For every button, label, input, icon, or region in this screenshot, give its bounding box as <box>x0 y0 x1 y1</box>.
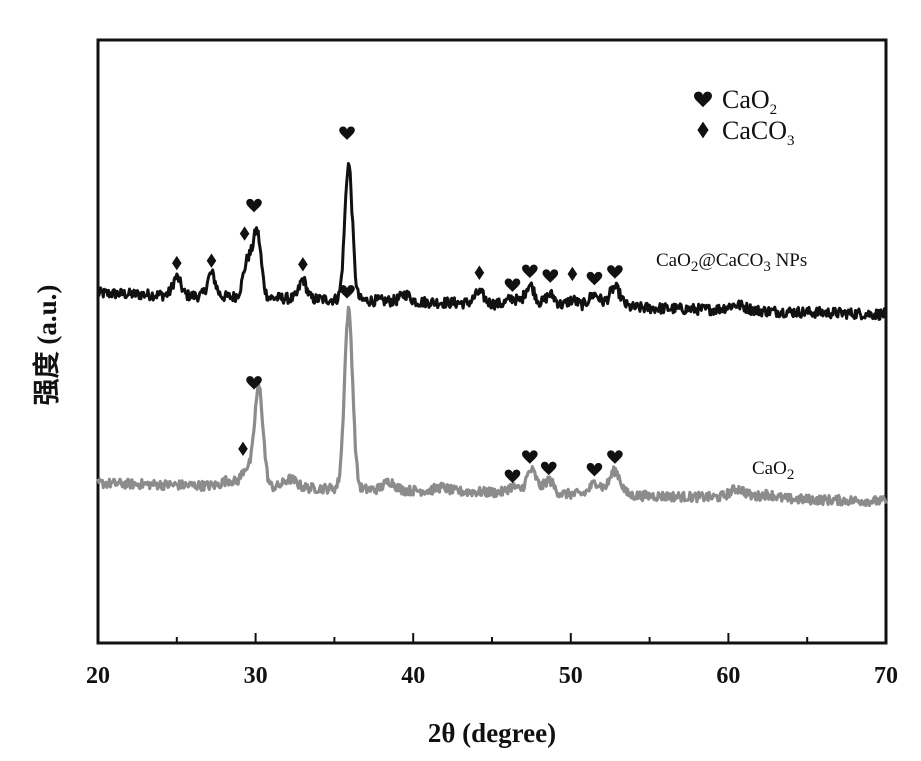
legend-heart-icon <box>694 91 712 108</box>
x-axis-title: 2θ (degree) <box>428 718 556 748</box>
series-layer <box>96 162 888 508</box>
series-label-cao2-caco3-nps: CaO2@CaCO3 NPs <box>656 250 807 275</box>
series-line-cao2 <box>96 305 888 508</box>
heart-marker-icon <box>339 285 355 299</box>
x-tick-label: 50 <box>559 663 583 689</box>
legend-diamond-icon <box>697 121 709 139</box>
diamond-marker-icon <box>239 226 250 241</box>
heart-marker-icon <box>339 126 355 141</box>
heart-marker-icon <box>504 469 521 484</box>
heart-marker-icon <box>586 271 603 286</box>
legend-heart-icon <box>694 91 712 108</box>
x-axis-ticks <box>97 633 887 643</box>
diamond-marker-icon <box>238 441 248 457</box>
legend: CaO2 CaCO3 <box>694 85 795 149</box>
heart-marker-icon <box>246 376 262 390</box>
legend-label-cao2: CaO2 <box>722 85 777 118</box>
diamond-marker-icon <box>474 265 485 280</box>
heart-marker-icon <box>540 461 557 476</box>
x-tick-label: 70 <box>874 663 898 689</box>
x-tick-label: 20 <box>86 663 110 689</box>
heart-marker-icon <box>542 269 559 283</box>
heart-marker-icon <box>246 198 262 213</box>
x-tick-label: 30 <box>244 663 268 689</box>
heart-marker-icon <box>586 462 603 477</box>
diamond-marker-icon <box>172 255 182 271</box>
marker-layer <box>172 126 623 484</box>
series-line-cao2-caco3-nps <box>96 162 888 321</box>
diamond-marker-icon <box>298 257 308 272</box>
legend-diamond-icon <box>697 121 709 139</box>
heart-marker-icon <box>522 264 538 279</box>
y-axis-title: 强度 (a.u.) <box>31 285 62 406</box>
heart-marker-icon <box>504 278 521 292</box>
heart-marker-icon <box>522 450 538 464</box>
x-tick-label: 60 <box>716 663 740 689</box>
series-label-cao2: CaO2 <box>752 458 794 483</box>
legend-label-caco3: CaCO3 <box>722 116 795 149</box>
x-tick-label: 40 <box>401 663 425 689</box>
heart-marker-icon <box>607 450 623 464</box>
diamond-marker-icon <box>567 266 578 282</box>
x-axis-tick-labels: 20 30 40 50 60 70 <box>86 663 898 689</box>
diamond-marker-icon <box>206 253 217 268</box>
heart-marker-icon <box>607 265 623 279</box>
